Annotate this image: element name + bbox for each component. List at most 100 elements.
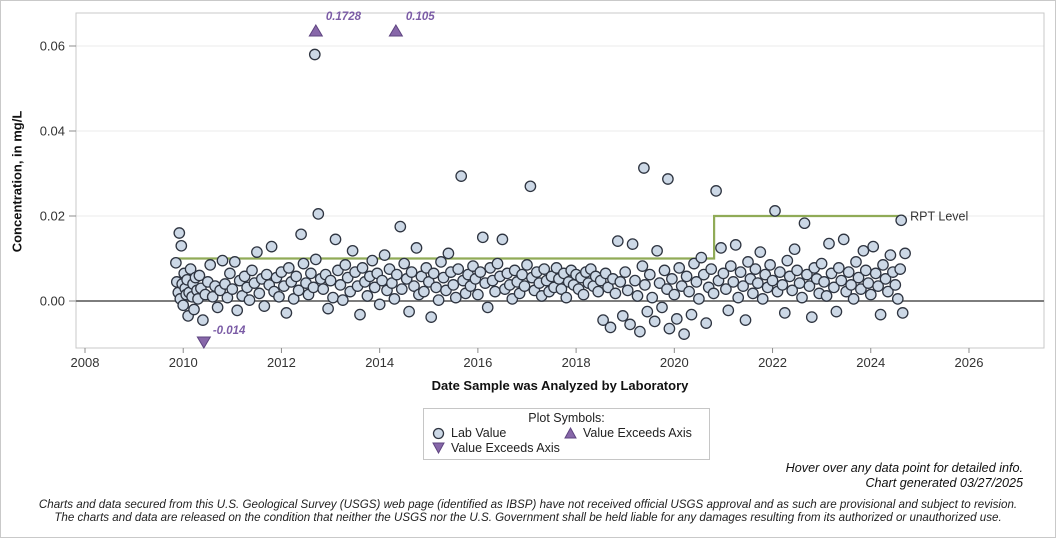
lab-value-point[interactable] [894,263,907,275]
lab-value-point[interactable] [734,266,747,278]
lab-value-point[interactable] [776,279,789,291]
lab-value-point[interactable] [394,220,407,233]
lab-value-point[interactable] [292,284,305,297]
lab-value-point[interactable] [524,180,537,193]
lab-value-point[interactable] [403,305,415,318]
lab-value-point[interactable] [729,239,742,251]
lab-value-point[interactable] [781,254,794,267]
lab-value-point[interactable] [538,263,551,275]
lab-value-point[interactable] [309,253,322,266]
lab-value-point[interactable] [221,291,234,304]
lab-value-point[interactable] [170,256,182,269]
lab-value-point[interactable] [312,208,325,220]
lab-value-point[interactable] [823,237,835,250]
lab-value-point[interactable] [238,270,251,283]
lab-value-point[interactable] [889,279,902,291]
lab-value-point[interactable] [265,240,278,253]
lab-value-point[interactable] [226,283,239,295]
lab-value-point[interactable] [624,318,636,331]
lab-value-point[interactable] [742,256,754,268]
lab-value-point[interactable] [373,298,386,311]
lab-value-point[interactable] [251,246,263,258]
lab-value-point[interactable] [398,257,411,270]
lab-value-point[interactable] [693,293,705,305]
lab-value-point[interactable] [747,287,759,300]
lab-value-point[interactable] [224,267,236,280]
lab-value-point[interactable] [616,310,629,322]
lab-value-point[interactable] [378,249,391,261]
lab-value-point[interactable] [609,287,622,300]
lab-value-point[interactable] [832,262,845,274]
lab-value-point[interactable] [435,256,447,268]
lab-value-point[interactable] [803,280,816,292]
lab-value-point[interactable] [788,243,801,256]
lab-value-point[interactable] [604,321,617,334]
lab-value-point[interactable] [491,257,504,270]
lab-value-point[interactable] [481,301,494,314]
lab-value-point[interactable] [634,325,646,338]
value-exceeds-axis-down-marker[interactable] [196,336,212,349]
lab-value-point[interactable] [452,263,465,275]
lab-value-point[interactable] [891,293,904,305]
lab-value-point[interactable] [722,304,735,317]
lab-value-point[interactable] [828,281,840,294]
lab-value-point[interactable] [626,238,639,250]
lab-value-point[interactable] [336,294,349,306]
lab-value-point[interactable] [577,288,590,301]
lab-value-point[interactable] [869,267,882,280]
lab-value-point[interactable] [791,264,803,277]
lab-value-point[interactable] [648,315,661,328]
lab-value-point[interactable] [258,300,271,312]
lab-value-point[interactable] [636,260,649,272]
lab-value-point[interactable] [749,263,762,275]
lab-value-point[interactable] [877,259,889,271]
lab-value-point[interactable] [290,270,303,283]
value-exceeds-axis-up-marker[interactable] [308,24,324,37]
lab-value-point[interactable] [643,268,656,281]
lab-value-point[interactable] [243,294,256,306]
lab-value-point[interactable] [496,233,509,246]
lab-value-point[interactable] [656,301,668,314]
lab-value-point[interactable] [287,293,300,305]
lab-value-point[interactable] [555,283,568,295]
lab-value-point[interactable] [845,279,857,291]
lab-value-point[interactable] [670,313,683,325]
lab-value-point[interactable] [673,262,686,274]
lab-value-point[interactable] [864,288,877,301]
lab-value-point[interactable] [307,281,320,294]
lab-value-point[interactable] [737,280,749,292]
lab-value-point[interactable] [778,307,791,319]
lab-value-point[interactable] [872,280,884,292]
lab-value-point[interactable] [663,322,676,335]
lab-value-point[interactable] [339,259,352,271]
lab-value-point[interactable] [489,285,501,298]
lab-value-point[interactable] [368,281,381,294]
lab-value-point[interactable] [658,264,671,277]
lab-value-point[interactable] [801,268,813,281]
lab-value-point[interactable] [715,242,727,254]
lab-value-point[interactable] [720,283,732,295]
lab-value-point[interactable] [474,266,487,278]
lab-value-point[interactable] [295,228,307,241]
lab-value-point[interactable] [253,287,266,300]
lab-value-point[interactable] [280,307,293,319]
lab-value-point[interactable] [228,256,241,268]
lab-value-point[interactable] [356,262,369,274]
lab-value-point[interactable] [639,279,651,291]
lab-value-point[interactable] [327,291,339,304]
lab-value-point[interactable] [764,259,776,271]
lab-value-point[interactable] [455,170,468,182]
lab-value-point[interactable] [786,284,799,297]
lab-value-point[interactable] [305,267,317,280]
lab-value-point[interactable] [724,260,737,272]
lab-value-point[interactable] [751,277,764,289]
lab-value-point[interactable] [204,259,217,271]
lab-value-point[interactable] [739,314,752,326]
lab-value-point[interactable] [769,205,781,217]
lab-value-point[interactable] [717,267,730,280]
lab-value-point[interactable] [879,273,892,285]
lab-value-point[interactable] [638,162,650,174]
lab-value-point[interactable] [690,276,703,288]
lab-value-point[interactable] [376,274,388,287]
lab-value-point[interactable] [329,233,342,246]
